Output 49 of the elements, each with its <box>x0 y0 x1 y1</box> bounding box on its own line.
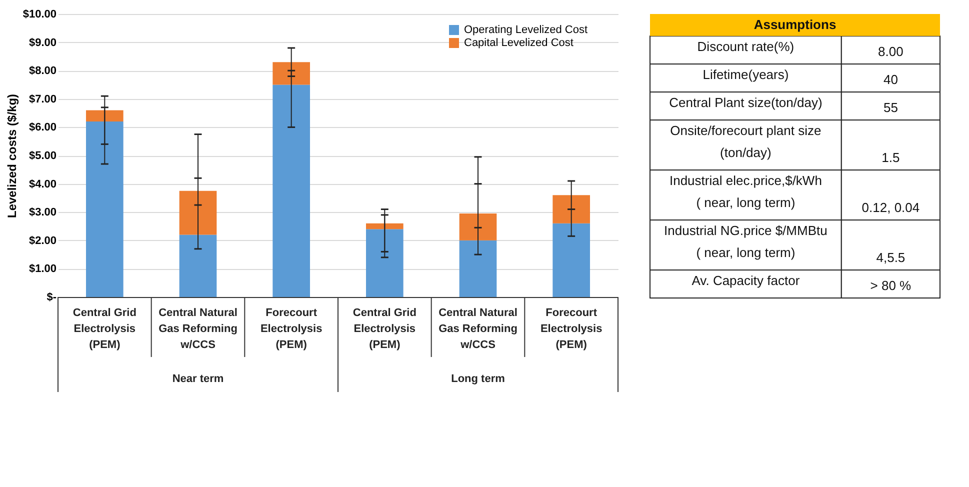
x-tick-label: Central Grid Electrolysis (PEM) <box>72 307 136 351</box>
bar <box>86 110 124 122</box>
x-tick-label: Central Grid Electrolysis (PEM) <box>352 307 416 351</box>
bar <box>272 84 310 297</box>
y-tick-label: $5.00 <box>28 150 56 162</box>
y-tick-label: $10.00 <box>22 8 56 20</box>
y-tick-label: $9.00 <box>28 36 56 49</box>
text: > 80 % <box>870 278 912 293</box>
y-axis-title: Levelized costs ($/kg) <box>4 94 19 218</box>
bar <box>179 190 217 235</box>
legend-label: Operating Levelized Cost <box>464 24 588 36</box>
text: 0.12, 0.04 <box>862 200 920 215</box>
category-label: Industrial NG.price $/MMBtu ( near, long term) <box>664 223 828 260</box>
text: 1.5 <box>882 150 900 165</box>
y-tick-label: $- <box>46 292 57 304</box>
text: Assumptions <box>754 17 836 32</box>
x-tick-label: Forecourt Electrolysis (PEM) <box>260 307 322 351</box>
x-tick-label: Central Natural Gas Reforming w/CCS <box>158 307 238 351</box>
category-label: Central Plant size(ton/day) <box>669 95 822 110</box>
x-tick-label: Central Natural Gas Reforming w/CCS <box>438 307 518 351</box>
y-tick-label: $8.00 <box>28 65 56 78</box>
text: 8.00 <box>878 44 904 59</box>
category-label: Industrial elec.price,$/kWh ( near, long term) <box>669 173 822 210</box>
y-tick-label: $3.00 <box>28 206 56 219</box>
y-tick-label: $4.00 <box>28 178 56 190</box>
legend-label: Capital Levelized Cost <box>464 37 574 49</box>
y-tick-label: $6.00 <box>28 122 56 134</box>
bar <box>272 62 310 85</box>
category-label: Lifetime(years) <box>702 67 789 82</box>
y-tick-label: $1.00 <box>28 263 56 276</box>
text: 4,5.5 <box>876 250 906 265</box>
bar <box>366 229 404 297</box>
bar <box>366 223 404 230</box>
text: 40 <box>883 72 898 87</box>
y-tick-label: $2.00 <box>28 234 56 247</box>
category-label: Av. Capacity factor <box>692 273 800 288</box>
x-tick-label: Forecourt Electrolysis (PEM) <box>540 307 602 351</box>
y-tick-label: $7.00 <box>28 93 56 106</box>
bar <box>552 223 590 297</box>
text: Long term <box>451 373 506 385</box>
category-label: Onsite/forecourt plant size (ton/day) <box>670 123 822 160</box>
bar <box>86 122 124 297</box>
bar <box>179 234 217 297</box>
bar <box>459 214 497 240</box>
bar <box>552 195 590 224</box>
text: Near term <box>172 373 224 385</box>
category-label: Discount rate(%) <box>697 39 794 54</box>
bar <box>459 240 497 297</box>
text: 55 <box>883 100 898 115</box>
